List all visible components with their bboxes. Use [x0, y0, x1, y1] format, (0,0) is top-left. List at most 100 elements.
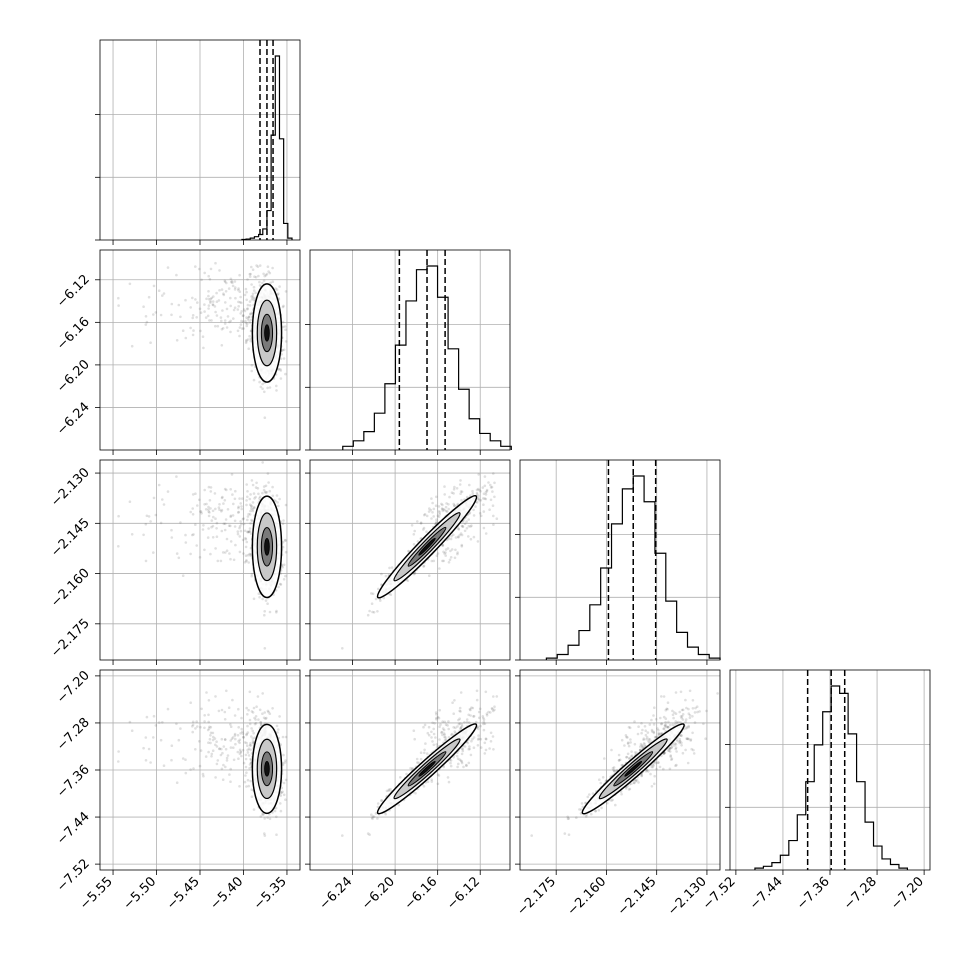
sample-point: [470, 706, 473, 709]
sample-point: [208, 499, 212, 502]
sample-point: [443, 720, 447, 724]
sample-point: [368, 609, 371, 613]
sample-point: [475, 491, 479, 495]
sample-point: [447, 727, 451, 731]
sample-point: [479, 490, 482, 493]
sample-point: [284, 503, 288, 507]
sample-point: [463, 529, 467, 533]
y-tick-label: −2.175: [48, 616, 93, 661]
sample-point: [450, 491, 454, 495]
sample-point: [261, 382, 264, 386]
sample-point: [484, 497, 488, 501]
sample-point: [259, 385, 263, 389]
sample-point: [251, 711, 255, 714]
sample-point: [246, 744, 249, 747]
sample-point: [279, 357, 283, 361]
sample-point: [263, 647, 267, 650]
sample-point: [208, 319, 211, 322]
sample-point: [263, 817, 267, 820]
x-tick-label: −5.50: [121, 874, 160, 913]
sample-point: [199, 510, 202, 513]
sample-point: [430, 559, 434, 563]
sample-point: [412, 572, 416, 576]
sample-point: [276, 731, 279, 734]
sample-point: [145, 320, 149, 324]
sample-point: [271, 280, 275, 284]
sample-point: [224, 518, 228, 521]
sample-point: [281, 522, 285, 525]
sample-point: [264, 273, 268, 277]
sample-point: [268, 386, 272, 389]
sample-point: [221, 327, 225, 330]
sample-point: [441, 503, 444, 507]
sample-point: [252, 378, 256, 382]
sample-point: [162, 764, 166, 767]
sample-point: [281, 565, 284, 569]
sample-point: [492, 472, 495, 475]
sample-point: [222, 522, 226, 526]
sample-point: [209, 301, 212, 304]
sample-point: [234, 742, 237, 746]
sample-point: [234, 489, 237, 493]
sample-point: [482, 716, 485, 720]
sample-point: [261, 387, 264, 391]
sample-point: [207, 304, 211, 307]
sample-point: [201, 528, 205, 531]
sample-point: [166, 266, 170, 269]
sample-point: [419, 757, 423, 761]
sample-point: [280, 791, 283, 795]
sample-point: [253, 722, 257, 726]
sample-point: [161, 294, 164, 297]
sample-point: [254, 722, 258, 725]
sample-point: [254, 275, 258, 279]
sample-point: [463, 745, 467, 748]
sample-point: [477, 734, 480, 737]
sample-point: [477, 737, 481, 740]
sample-point: [240, 716, 243, 720]
sample-point: [266, 472, 270, 475]
sample-point: [223, 322, 227, 325]
sample-point: [177, 738, 181, 742]
sample-point: [434, 521, 438, 525]
sample-point: [144, 523, 148, 526]
contour-level-3: [264, 537, 270, 556]
sample-point: [465, 495, 469, 499]
sample-point: [425, 530, 428, 533]
sample-point: [482, 510, 486, 513]
sample-point: [470, 739, 473, 743]
sample-point: [247, 347, 250, 351]
sample-point: [191, 507, 194, 510]
sample-point: [194, 298, 197, 301]
sample-point: [472, 514, 476, 517]
sample-point: [238, 301, 242, 304]
sample-point: [265, 272, 269, 276]
sample-point: [241, 320, 245, 324]
sample-point: [181, 574, 185, 577]
sample-point: [130, 344, 134, 348]
sample-point: [194, 727, 197, 730]
sample-point: [142, 746, 145, 750]
sample-point: [233, 306, 237, 310]
sample-point: [195, 544, 198, 547]
sample-point: [437, 505, 441, 508]
sample-point: [485, 488, 489, 492]
sample-point: [200, 512, 203, 515]
sample-point: [247, 319, 250, 322]
sample-point: [251, 294, 254, 298]
sample-point: [419, 521, 423, 524]
sample-point: [443, 552, 446, 555]
sample-point: [258, 280, 261, 284]
sample-point: [184, 336, 188, 340]
sample-point: [341, 834, 344, 837]
sample-point: [444, 736, 447, 739]
sample-point: [203, 548, 206, 552]
sample-point: [483, 484, 487, 488]
sample-point: [223, 738, 227, 741]
sample-point: [189, 306, 192, 309]
sample-point: [247, 747, 251, 750]
sample-point: [241, 497, 244, 500]
sample-point: [236, 308, 240, 311]
sample-point: [475, 493, 479, 496]
sample-point: [366, 613, 370, 617]
sample-point: [117, 296, 120, 300]
